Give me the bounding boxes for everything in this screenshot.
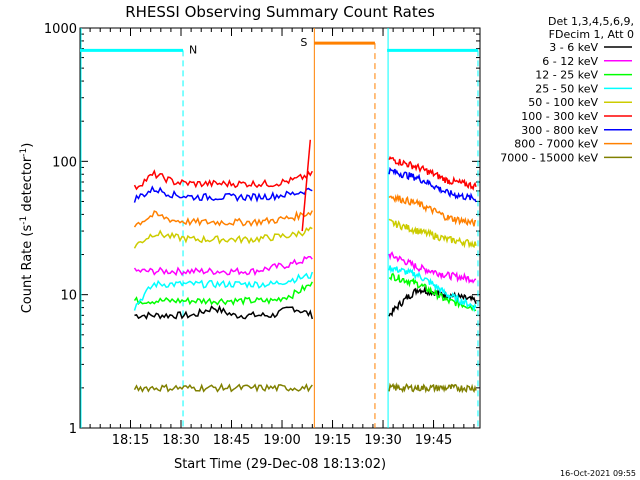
x-tick-label: 18:30 — [162, 433, 199, 448]
series-line — [133, 210, 313, 228]
y-axis-label-sup2: -1 — [19, 148, 29, 157]
series-50-100-kev — [133, 218, 477, 249]
series-3-6-kev — [134, 285, 477, 320]
legend-entry-label: 800 - 7000 keV — [514, 138, 598, 151]
y-tick-label: 10 — [60, 289, 77, 304]
series-line — [388, 265, 477, 313]
series-line — [133, 271, 314, 311]
series-line — [133, 185, 313, 203]
series-line — [388, 166, 477, 203]
series-line — [133, 255, 313, 277]
plot-frame — [79, 27, 481, 429]
y-tick-label: 1000 — [44, 22, 77, 37]
night-marker-label: N — [189, 43, 197, 56]
x-tick-label: 19:45 — [415, 433, 452, 448]
chart-title: RHESSI Observing Summary Count Rates — [125, 3, 435, 21]
y-tick-label: 100 — [52, 155, 77, 170]
series-line — [133, 281, 313, 307]
series-line — [388, 155, 477, 191]
series-line — [388, 193, 476, 227]
series-line — [133, 382, 313, 393]
legend-entry-label: 6 - 12 keV — [542, 55, 598, 68]
series-line — [388, 251, 477, 284]
legend-entry-label: 100 - 300 keV — [521, 110, 598, 123]
y-axis-label-main: Count Rate (s — [20, 225, 35, 314]
series-800-7000-kev — [133, 193, 476, 228]
legend: Det 1,3,4,5,6,9,FDecim 1, Att 03 - 6 keV… — [500, 15, 634, 164]
x-tick-label: 18:45 — [213, 433, 250, 448]
series-line — [133, 169, 313, 191]
series-line — [388, 382, 477, 394]
series-line — [134, 304, 314, 320]
series-line — [133, 226, 313, 249]
series-300-800-kev — [133, 166, 477, 203]
series-7000-15000-kev — [133, 382, 477, 394]
legend-entry-label: 12 - 25 keV — [535, 69, 598, 82]
legend-entry-label: 25 - 50 keV — [535, 82, 598, 95]
y-axis-label-mid: detector — [20, 156, 35, 216]
plot-area: 1 10 100 1000 18:15 18:30 18:45 19:00 19:15 19:30… — [44, 22, 481, 448]
series-line — [389, 272, 477, 312]
x-axis-label: Start Time (29-Dec-08 18:13:02) — [174, 457, 386, 472]
series-12-25-kev — [133, 272, 477, 312]
x-tick-label: 19:00 — [263, 433, 300, 448]
series-line — [388, 218, 477, 249]
y-tick-label: 1 — [69, 422, 77, 437]
x-tick-label: 19:15 — [314, 433, 351, 448]
footer-timestamp: 16-Oct-2021 09:55 — [560, 469, 636, 478]
legend-entry-label: 300 - 800 keV — [521, 124, 598, 137]
saa-marker-label: S — [300, 36, 307, 49]
series-6-12-kev — [133, 251, 477, 284]
y-axis-label: Count Rate (s-1 detector-1) — [19, 143, 35, 314]
legend-header: FDecim 1, Att 0 — [549, 28, 634, 41]
legend-entry-label: 3 - 6 keV — [549, 41, 598, 54]
legend-header: Det 1,3,4,5,6,9, — [548, 15, 634, 28]
legend-entry-label: 50 - 100 keV — [528, 96, 598, 109]
flare-rise — [301, 139, 312, 232]
x-tick-label: 19:30 — [364, 433, 401, 448]
legend-entry-label: 7000 - 15000 keV — [500, 151, 598, 164]
series-25-50-kev — [133, 265, 477, 313]
y-axis-label-end: ) — [20, 143, 35, 148]
y-axis-label-sup1: -1 — [19, 216, 29, 225]
series-100-300-kev — [133, 155, 477, 191]
x-tick-label: 18:15 — [112, 433, 149, 448]
